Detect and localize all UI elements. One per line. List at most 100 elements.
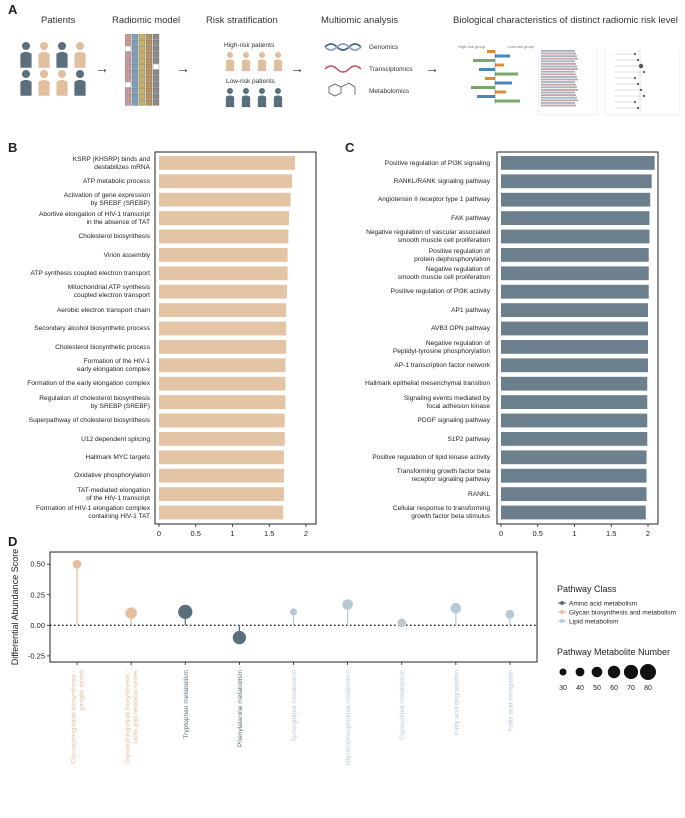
mini-dot: [638, 63, 644, 69]
panel-label-d: D: [8, 534, 18, 549]
plot-frame: [49, 551, 538, 663]
mini-bar: [541, 83, 576, 86]
category-label-9: Secondary alcohol biosynthetic process: [34, 325, 150, 333]
mini-bar: [541, 89, 578, 91]
mini-bar: [541, 86, 577, 89]
panel-b-chart: 00.511.52NES: [154, 151, 317, 538]
category-label-18: RANKL: [468, 490, 490, 498]
arrow-2-icon: →: [176, 60, 190, 76]
radiomic-model-title: Radiomic model: [112, 15, 181, 26]
omics-icons: [324, 43, 362, 97]
bar-8: [159, 303, 287, 317]
category-label-4: Negative regulation of vascular associat…: [366, 229, 490, 245]
mini-bar: [541, 81, 575, 83]
mini-bar: [541, 55, 577, 57]
radiomic-cell: [152, 75, 160, 82]
bar-3: [501, 211, 650, 225]
mini-bar: [541, 104, 576, 107]
svg-text:ganglio series: ganglio series: [79, 669, 86, 710]
category-label-11: AP-1 transcription factor network: [394, 361, 490, 369]
mini-bar: [541, 96, 577, 99]
person-icon: [275, 52, 281, 58]
bar-1: [501, 174, 652, 189]
category-label-0: Positive regulation of PI3K signaling: [384, 159, 490, 167]
bar-15: [159, 432, 285, 446]
y-tick-label: 0.25: [30, 590, 45, 599]
radiomic-cell: [131, 57, 139, 64]
radiomic-cell: [145, 75, 153, 82]
mini-dot: [639, 88, 643, 92]
bar-11: [159, 358, 286, 373]
category-label-4: Cholesterol biosynthesis: [78, 233, 150, 241]
svg-text:Tryptophan metabolism: Tryptophan metabolism: [183, 669, 190, 738]
bar-10: [501, 340, 648, 354]
radiomic-cell: [125, 69, 132, 76]
radiomic-cell: [138, 45, 146, 52]
panel-c-chart: 00.511.52NES: [496, 151, 659, 538]
mini-bar: [471, 86, 495, 89]
category-label-18: TAT-mediated elongation of the HIV-1 tra…: [77, 486, 150, 502]
radiomic-cell: [125, 93, 132, 100]
radiomic-cell: [138, 51, 146, 58]
bar-9: [159, 321, 287, 336]
svg-text:Fatty acid degradation: Fatty acid degradation: [453, 670, 460, 736]
mini-bar: [541, 63, 576, 65]
radiomic-cell: [125, 45, 132, 52]
mini-bar: [495, 81, 512, 85]
person-icon: [39, 69, 49, 79]
bar-0: [159, 156, 295, 170]
mini-dot: [636, 58, 640, 62]
legend-class-lipid: Lipid metabolism: [569, 618, 619, 625]
bar-17: [159, 468, 284, 483]
radiomic-cell: [125, 34, 132, 40]
legend-size-label: 50: [593, 685, 601, 692]
mini-low-label: Low-risk group: [508, 44, 535, 49]
radiomic-cell: [152, 57, 160, 64]
category-label-16: Positive regulation of lipid kinase acti…: [372, 453, 490, 461]
radiomic-cell: [125, 75, 132, 82]
legend-key-dot: [560, 601, 564, 605]
radiomic-cell: [152, 34, 160, 40]
lollipop-point-3: [232, 630, 247, 645]
radiomic-cell: [145, 69, 153, 76]
radiomic-cell: [131, 81, 139, 88]
lollipop-point-8: [505, 609, 515, 619]
x-tick-label: 1: [572, 529, 576, 538]
radiomic-cell: [152, 69, 160, 76]
plot-frame: [496, 151, 659, 525]
radiomic-cell: [131, 39, 139, 46]
radiomic-cell: [138, 57, 146, 64]
panel-label-c: C: [345, 140, 355, 155]
mini-dot: [636, 106, 640, 110]
bar-18: [159, 487, 284, 501]
bar-12: [501, 376, 648, 391]
lollipop-point-5: [342, 599, 353, 610]
high-risk-patients-icon: [225, 52, 283, 72]
mini-dot: [633, 76, 637, 80]
radiomic-cell: [138, 63, 146, 70]
radiomic-cell: [152, 45, 160, 52]
bar-13: [159, 395, 286, 409]
legend-size-label: 70: [627, 685, 635, 692]
radiomic-cell: [138, 93, 146, 100]
high-risk-label: High-risk patients: [224, 42, 275, 49]
category-label-6: ATP synthesis coupled electron transport: [30, 269, 150, 277]
legend-size-label: 80: [644, 685, 652, 692]
mini-result-thumbnails: [471, 50, 680, 116]
svg-text:Glycosphingolipid biosynthesis: Glycosphingolipid biosynthesis -: [125, 670, 132, 764]
bar-15: [501, 432, 648, 446]
svg-text:lacto and neolacto series: lacto and neolacto series: [133, 669, 140, 743]
category-label-11: Formation of the HIV-1 early elongation …: [77, 357, 150, 373]
x-tick-label-6: Glycerolipid metabolism: [399, 670, 406, 740]
category-label-13: Regulation of cholesterol biosynthesis b…: [39, 394, 150, 410]
bar-2: [501, 192, 651, 207]
person-icon: [243, 88, 249, 94]
legend-class-amino: Amino acid metabolism: [569, 600, 638, 607]
mini-dot: [642, 94, 646, 98]
mini-dot: [633, 52, 637, 56]
bar-17: [501, 468, 647, 483]
mini-bar: [495, 90, 506, 94]
x-tick-label: 1.5: [606, 529, 616, 538]
bar-2: [159, 192, 291, 207]
mini-bar: [479, 68, 495, 71]
